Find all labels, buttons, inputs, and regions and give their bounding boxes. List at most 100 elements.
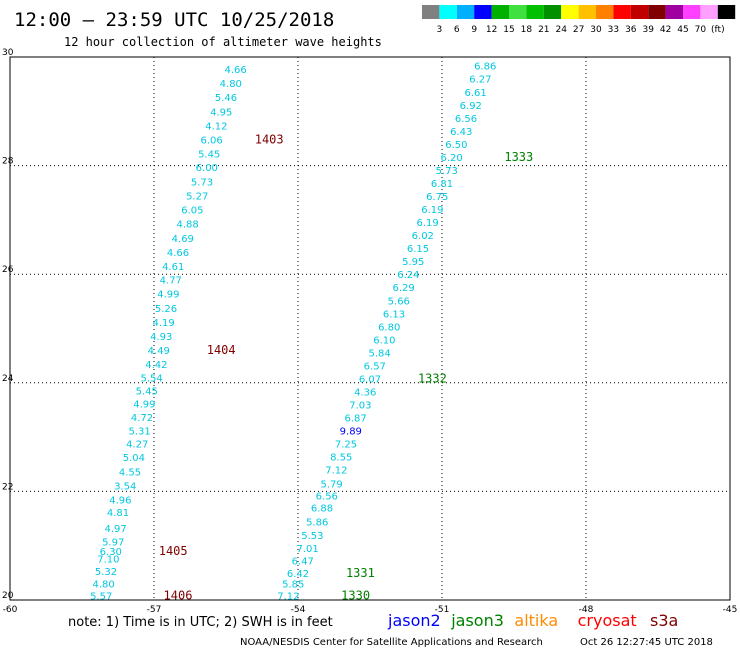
wave-height-point: 4.80 [220,79,242,90]
wave-height-point: 6.61 [464,88,486,99]
footer-timestamp: Oct 26 12:27:45 UTC 2018 [580,637,713,648]
wave-height-point: 4.36 [354,387,376,398]
legend-label: 3 [437,25,443,35]
wave-height-point: 5.85 [282,580,304,591]
x-tick-label: -51 [435,605,450,615]
pass-label: 1405 [159,544,188,558]
wave-height-point: 5.54 [140,373,162,384]
wave-height-point: 6.15 [407,244,429,255]
legend-label: 36 [625,25,637,35]
wave-height-point: 5.45 [198,150,220,161]
wave-height-point: 5.45 [136,386,158,397]
wave-height-point: 4.69 [172,234,194,245]
wave-height-point: 6.27 [469,75,491,86]
axis-ticks: -60 -57 -54 -51 -48 -45 20 22 24 26 28 30 [2,48,737,615]
legend-swatch [613,5,631,19]
wave-height-point: 6.57 [364,361,386,372]
y-tick-label: 26 [2,265,14,275]
x-tick-label: -60 [3,605,18,615]
legend-swatch [509,5,527,19]
wave-height-point: 5.46 [215,93,237,104]
wave-height-point: 5.26 [155,304,177,315]
wave-height-point: 6.50 [445,140,467,151]
legend-label: 45 [677,25,688,35]
wave-height-point: 5.04 [123,453,145,464]
wave-height-point: 6.75 [426,192,448,203]
wave-height-point: 7.12 [325,466,347,477]
color-scale-legend: 3 6 9 12 15 18 21 24 27 30 33 36 39 42 45 70 (ft) [422,5,736,35]
legend-swatch [456,5,475,19]
wave-height-point: 4.19 [152,318,174,329]
legend-swatch [422,5,440,19]
wave-height-point: 4.95 [210,107,232,118]
legend-label: 42 [660,25,671,35]
pass-label: 1330 [341,589,370,603]
legend-label: 21 [538,25,549,35]
wave-height-point: 5.31 [128,427,150,438]
wave-height-point: 4.97 [104,524,126,535]
data-points: 5.574.805.327.106.305.974.974.814.963.54… [90,62,496,603]
wave-height-point: 7.12 [277,592,299,603]
wave-height-point: 4.72 [131,413,153,424]
pass-annotations: 1406 1405 1404 1403 1330 1331 1332 1333 [159,133,534,603]
wave-height-point: 6.20 [440,153,462,164]
wave-height-point: 6.07 [359,374,381,385]
wave-height-point: 4.99 [133,399,155,410]
pass-label: 1406 [164,589,193,603]
pass-label: 1331 [346,566,375,580]
wave-height-point: 6.81 [431,179,453,190]
wave-height-point: 4.93 [150,332,172,343]
wave-height-point: 7.01 [296,544,318,555]
pass-label: 1403 [255,133,284,147]
legend-swatch [665,5,683,19]
wave-height-point: 4.55 [119,467,141,478]
satellite-legend-item: cryosat [578,611,637,630]
legend-label: 27 [573,25,584,35]
y-tick-label: 28 [2,157,14,167]
legend-label: 9 [471,25,477,35]
y-tick-label: 22 [2,482,13,492]
wave-height-point: 6.92 [460,101,482,112]
wave-height-point: 6.42 [287,569,309,580]
wave-height-point: 4.66 [167,248,189,259]
legend-swatch [439,5,457,19]
wave-height-point: 4.61 [162,262,184,273]
legend-swatch [717,5,736,19]
pass-label: 1333 [504,150,533,164]
y-tick-label: 20 [2,591,14,601]
wave-height-point: 6.56 [316,492,338,503]
legend-swatch [683,5,701,19]
wave-height-point: 5.73 [436,166,458,177]
wave-height-point: 5.57 [90,592,112,603]
wave-height-point: 6.02 [412,231,434,242]
wave-height-point: 5.79 [320,479,342,490]
legend-swatch [543,5,562,19]
legend-swatch [596,5,614,19]
wave-height-point: 5.97 [102,537,124,548]
wave-height-point: 6.05 [181,206,203,217]
legend-label: 6 [454,25,460,35]
legend-label: 39 [642,25,654,35]
wave-height-point: 7.03 [349,401,371,412]
wave-height-point: 4.12 [205,121,227,132]
wave-height-point: 6.88 [311,504,333,515]
legend-label: 70 [695,25,707,35]
wave-height-point: 6.06 [200,136,222,147]
legend-swatch [561,5,579,19]
legend-label: 15 [503,25,514,35]
wave-height-point: 6.87 [344,414,366,425]
satellite-legend-item: s3a [650,611,678,630]
y-tick-label: 30 [2,48,14,58]
pass-label: 1404 [207,343,236,357]
wave-height-point: 7.25 [335,440,357,451]
wave-height-point: 5.66 [388,296,410,307]
wave-height-point: 4.99 [157,290,179,301]
wave-height-point: 4.81 [107,508,129,519]
legend-swatch [578,5,596,19]
footer-note: note: 1) Time is in UTC; 2) SWH is in fe… [68,615,333,630]
wave-height-point: 4.88 [176,220,198,231]
wave-height-point: 4.27 [126,440,148,451]
legend-label: 30 [590,25,602,35]
satellite-legend: jason2 jason3 altika cryosat s3a [387,611,678,630]
